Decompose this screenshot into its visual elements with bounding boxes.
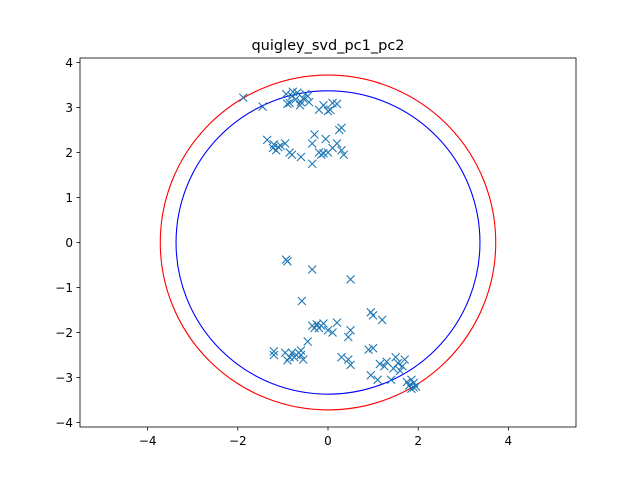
data-point	[295, 100, 305, 110]
data-point	[386, 375, 396, 385]
data-point	[368, 311, 378, 320]
data-point	[346, 325, 355, 335]
data-point	[304, 97, 314, 107]
data-point	[323, 325, 333, 335]
data-point	[409, 383, 419, 392]
data-point	[388, 364, 398, 373]
data-point	[366, 370, 376, 380]
data-point	[375, 359, 385, 369]
chart-title: quigley_svd_pc1_pc2	[251, 38, 404, 54]
data-point	[269, 140, 279, 149]
data-point	[321, 134, 331, 144]
y-tick-label: 0	[65, 236, 73, 250]
data-point	[373, 375, 382, 385]
data-point	[310, 130, 319, 139]
data-point	[346, 360, 355, 370]
outer-circle	[159, 74, 497, 411]
data-point	[316, 150, 326, 160]
x-tick-label: 2	[414, 434, 422, 448]
data-point	[238, 93, 248, 102]
data-point	[368, 343, 378, 353]
y-tick-label: −3	[55, 371, 73, 385]
y-tick-label: 3	[65, 101, 73, 115]
data-point	[343, 355, 353, 364]
data-point	[296, 346, 306, 355]
data-point	[283, 99, 292, 109]
data-point	[296, 152, 306, 162]
x-tick-label: 0	[324, 434, 332, 448]
data-point	[287, 150, 297, 160]
inner-circle	[175, 90, 481, 395]
y-tick-label: −2	[55, 326, 73, 340]
data-point	[323, 106, 333, 116]
data-point	[280, 139, 290, 148]
data-point	[325, 105, 335, 115]
data-point	[281, 89, 291, 99]
data-point	[332, 318, 342, 327]
data-point	[393, 358, 403, 368]
data-point	[288, 87, 298, 97]
points-layer	[238, 87, 421, 394]
x-tick-label: 4	[505, 434, 513, 448]
circles-layer	[159, 74, 497, 411]
data-point	[262, 135, 272, 145]
data-point	[337, 145, 346, 155]
data-point	[411, 382, 421, 391]
data-point	[285, 352, 295, 362]
data-point	[391, 352, 401, 362]
data-point	[258, 102, 268, 111]
data-point	[287, 348, 297, 358]
data-point	[303, 91, 313, 101]
data-point	[283, 257, 292, 266]
data-point	[285, 98, 295, 108]
x-tick-label: −2	[229, 434, 247, 448]
data-point	[303, 337, 313, 346]
data-point	[268, 143, 278, 153]
data-point	[319, 319, 328, 328]
data-point	[296, 350, 306, 360]
data-point	[307, 159, 317, 169]
data-point	[339, 150, 349, 160]
data-point	[377, 315, 387, 325]
data-point	[291, 95, 300, 104]
data-point	[307, 265, 317, 274]
data-point	[400, 355, 410, 364]
data-point	[269, 350, 279, 360]
data-point	[382, 357, 392, 367]
data-point	[298, 355, 308, 364]
data-point	[296, 97, 306, 107]
y-tick-label: 2	[65, 146, 73, 160]
data-point	[269, 347, 279, 356]
data-point	[319, 100, 328, 110]
y-tick-label: −1	[55, 281, 73, 295]
data-point	[276, 141, 286, 151]
plot-area	[159, 74, 497, 411]
data-point	[332, 139, 342, 148]
data-point	[346, 275, 355, 284]
data-point	[395, 366, 405, 376]
data-point	[398, 361, 407, 371]
x-tick-label: −4	[139, 434, 157, 448]
x-axis: −4 −2 0 2 4	[139, 427, 512, 448]
data-point	[337, 123, 346, 133]
y-axis: −4 −3 −2 −1 0 1 2 3 4	[55, 56, 80, 430]
data-point	[319, 149, 328, 158]
y-tick-label: 1	[65, 191, 73, 205]
data-point	[328, 328, 337, 337]
data-point	[307, 139, 317, 148]
data-point	[337, 352, 346, 362]
data-point	[407, 384, 416, 394]
data-point	[379, 361, 389, 371]
y-tick-label: −4	[55, 416, 73, 430]
data-point	[332, 99, 342, 109]
data-point	[407, 375, 416, 385]
y-tick-label: 4	[65, 56, 73, 70]
data-point	[343, 332, 353, 342]
data-point	[297, 296, 307, 306]
